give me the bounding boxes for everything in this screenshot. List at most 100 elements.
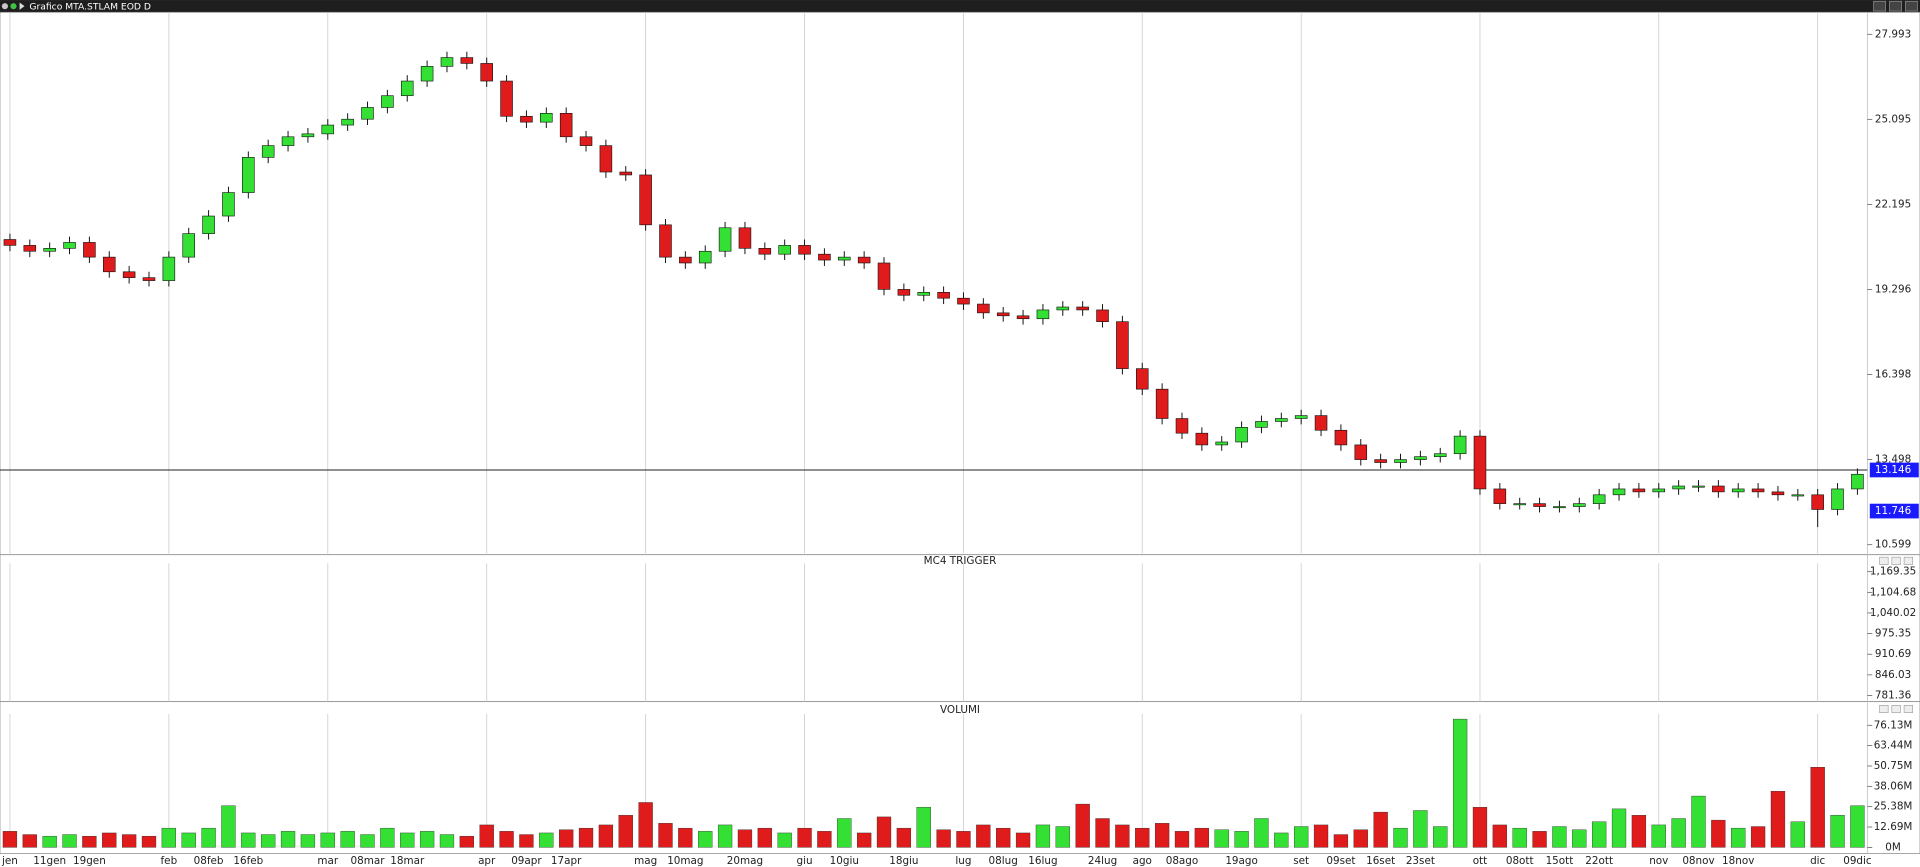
candle-body: [460, 57, 474, 64]
candle-body: [142, 277, 156, 281]
candle-body: [63, 242, 76, 249]
x-tick-label: 09dic: [1843, 855, 1872, 867]
volume-bar: [1174, 831, 1190, 848]
candle-body: [1533, 503, 1546, 507]
x-tick-label: 08nov: [1682, 855, 1714, 867]
volume-bar: [479, 824, 494, 848]
window-icon[interactable]: [1, 3, 8, 10]
candle-body: [1175, 418, 1189, 434]
panel-button[interactable]: [1891, 705, 1901, 713]
x-tick-label: 10mag: [667, 855, 703, 867]
candle-body: [738, 227, 752, 249]
y-tick-label: 910.69: [1875, 648, 1911, 660]
volume-bar: [837, 818, 852, 848]
volume-bar: [618, 815, 633, 848]
x-tick-label: giu: [797, 855, 813, 867]
x-tick-label: 08lug: [989, 855, 1018, 867]
panel-title: VOLUMI: [940, 704, 980, 716]
volume-bar: [1353, 829, 1368, 848]
x-tick-label: 18giu: [889, 855, 918, 867]
volume-bar: [221, 805, 236, 848]
candle-body: [1155, 388, 1169, 419]
candle-body: [3, 239, 17, 246]
y-tick-label: 19.296: [1875, 284, 1911, 296]
panel-title: MC4 TRIGGER: [924, 555, 997, 567]
volume-bar: [1532, 831, 1547, 848]
price-label-box: [1869, 462, 1919, 478]
y-tick-label: 846.03: [1875, 669, 1911, 681]
maximize-button[interactable]: [1889, 0, 1902, 12]
panel-button[interactable]: [1879, 705, 1889, 713]
candle-body: [1592, 494, 1606, 504]
close-button[interactable]: [1905, 0, 1918, 12]
y-tick-label: 781.36: [1875, 689, 1911, 701]
y-tick-label: 12.69M: [1874, 821, 1913, 833]
volume-bar: [459, 835, 474, 848]
volume-bar: [2, 831, 18, 848]
candle-body: [520, 115, 533, 123]
volume-bar: [936, 829, 951, 848]
volume-bar: [380, 827, 395, 848]
volume-bar: [1731, 827, 1746, 848]
y-tick-label: 975.35: [1875, 628, 1911, 640]
candle-body: [1036, 309, 1050, 320]
candle-body: [182, 233, 195, 258]
candle-body: [281, 136, 295, 146]
x-tick-label: ago: [1133, 855, 1152, 867]
candle-body: [162, 256, 176, 281]
volume-bar: [678, 827, 693, 848]
volume-bar: [658, 823, 673, 848]
volume-bar: [1234, 831, 1249, 848]
candle-body: [1473, 435, 1487, 490]
volume-bar: [1393, 827, 1408, 848]
window-icon[interactable]: [10, 3, 17, 10]
candle-body: [83, 242, 96, 258]
y-tick-label: 1,040.02: [1870, 607, 1916, 619]
volume-bar: [916, 807, 931, 848]
volume-bar: [419, 831, 435, 848]
panel-button[interactable]: [1903, 705, 1913, 713]
volume-bar: [1552, 826, 1567, 848]
x-tick-label: 20mag: [727, 855, 763, 867]
y-tick-label: 1,104.68: [1870, 586, 1916, 598]
candle-body: [202, 215, 215, 234]
y-tick-label: 38.06M: [1874, 780, 1913, 792]
indicator-panel: [0, 554, 1920, 703]
volume-bar: [1433, 826, 1448, 848]
volume-bar: [1810, 767, 1825, 848]
x-tick-label: 11gen: [33, 855, 66, 867]
candle-body: [957, 297, 970, 305]
candle-body: [818, 253, 831, 261]
candle-body: [1453, 435, 1467, 455]
candle-body: [301, 133, 315, 138]
candle-body: [102, 256, 116, 273]
panel-button[interactable]: [1903, 556, 1913, 565]
window-icon[interactable]: [19, 2, 25, 10]
candle-body: [440, 57, 454, 67]
candle-body: [1433, 453, 1447, 457]
volume-bar: [1631, 815, 1647, 848]
candle-body: [1354, 444, 1368, 460]
price-panel: [0, 11, 1920, 556]
candle-body: [222, 192, 235, 217]
x-tick-label: 08ago: [1166, 855, 1199, 867]
panel-button[interactable]: [1891, 556, 1901, 565]
y-tick-label: 27.993: [1875, 28, 1911, 40]
volume-bar: [559, 829, 574, 848]
candle-body: [341, 118, 354, 126]
panel-buttons: [1879, 556, 1913, 713]
minimize-button[interactable]: [1873, 0, 1887, 12]
volume-bar: [280, 831, 296, 848]
panel-button[interactable]: [1879, 556, 1889, 565]
volume-bar: [1095, 818, 1110, 848]
volume-bar: [1711, 819, 1726, 848]
volume-bar: [22, 834, 37, 848]
x-tick-label: 17apr: [551, 855, 582, 867]
x-tick-label: 09set: [1326, 855, 1355, 867]
volume-bar: [1592, 821, 1607, 848]
candle-body: [996, 312, 1010, 317]
marker-label: 11.746: [1875, 505, 1911, 517]
volume-bar: [1333, 834, 1349, 848]
volume-bar: [598, 824, 614, 848]
candle-body: [1712, 485, 1725, 493]
